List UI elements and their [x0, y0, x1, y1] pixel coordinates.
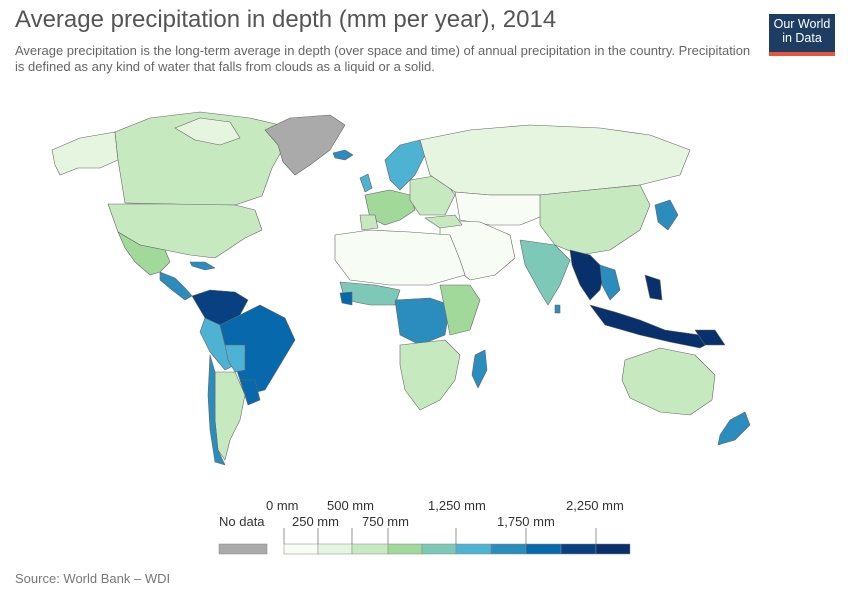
legend-label-2250: 2,250 mm: [566, 498, 624, 513]
region-alaska[interactable]: [51, 131, 119, 176]
region-sri-lanka[interactable]: [554, 304, 561, 314]
region-russia[interactable]: [419, 124, 691, 196]
region-turkey[interactable]: [424, 214, 463, 229]
region-greenland[interactable]: [264, 114, 346, 176]
region-central-asia[interactable]: [454, 191, 546, 226]
legend-bin-0: [283, 543, 319, 555]
logo-line-2: in Data: [782, 31, 822, 45]
region-madagascar[interactable]: [471, 349, 488, 389]
region-scandinavia[interactable]: [384, 139, 426, 191]
logo-line-1: Our World: [773, 17, 831, 31]
region-india[interactable]: [519, 239, 571, 306]
region-papua-new-guinea[interactable]: [694, 329, 726, 346]
region-southern-africa[interactable]: [399, 339, 461, 411]
region-bolivia[interactable]: [224, 344, 246, 373]
owid-logo[interactable]: Our World in Data: [769, 14, 835, 56]
region-uk-ireland[interactable]: [359, 173, 373, 193]
region-indonesia[interactable]: [589, 304, 716, 349]
region-central-africa[interactable]: [394, 297, 451, 346]
legend-bin-7: [525, 543, 562, 555]
region-paraguay-uruguay[interactable]: [239, 379, 261, 406]
region-mongolia-china[interactable]: [539, 184, 651, 256]
legend-bin-9: [595, 543, 631, 555]
legend-bin-4: [421, 543, 457, 555]
region-philippines[interactable]: [644, 274, 663, 301]
legend-bin-2: [351, 543, 389, 555]
legend-label-750: 750 mm: [362, 514, 409, 529]
region-indochina[interactable]: [599, 264, 621, 301]
legend-no-data-swatch: [218, 543, 268, 555]
region-japan-korea[interactable]: [654, 199, 679, 231]
region-canada-arctic-islands[interactable]: [174, 117, 241, 146]
chart-subtitle: Average precipitation is the long-term a…: [15, 43, 751, 74]
legend-label-1250: 1,250 mm: [428, 498, 486, 513]
legend-no-data-label: No data: [219, 514, 265, 529]
chart-title: Average precipitation in depth (mm per y…: [15, 6, 557, 33]
region-argentina[interactable]: [214, 371, 246, 461]
region-new-zealand[interactable]: [717, 411, 751, 446]
region-north-africa[interactable]: [334, 229, 466, 286]
source-note: Source: World Bank – WDI: [15, 571, 171, 586]
legend-label-250: 250 mm: [292, 514, 339, 529]
region-canada[interactable]: [114, 111, 286, 206]
region-iberia[interactable]: [359, 214, 379, 231]
legend-label-0: 0 mm: [266, 498, 299, 513]
region-southeast-asia[interactable]: [569, 249, 606, 301]
region-chile[interactable]: [207, 354, 226, 466]
legend-bin-1: [317, 543, 353, 555]
region-east-africa[interactable]: [439, 284, 481, 336]
region-central-america[interactable]: [159, 271, 193, 301]
region-australia[interactable]: [621, 347, 716, 416]
logo-accent-bar: [769, 52, 835, 56]
legend-label-500: 500 mm: [327, 498, 374, 513]
legend-label-1750: 1,750 mm: [497, 514, 555, 529]
region-sierra-leone-liberia[interactable]: [339, 291, 353, 306]
legend: [218, 528, 631, 555]
legend-bin-5: [455, 543, 492, 555]
legend-bin-3: [387, 543, 423, 555]
legend-bin-8: [560, 543, 597, 555]
region-iceland[interactable]: [332, 149, 354, 161]
region-cuba-caribbean[interactable]: [189, 261, 216, 271]
legend-bin-6: [490, 543, 527, 555]
